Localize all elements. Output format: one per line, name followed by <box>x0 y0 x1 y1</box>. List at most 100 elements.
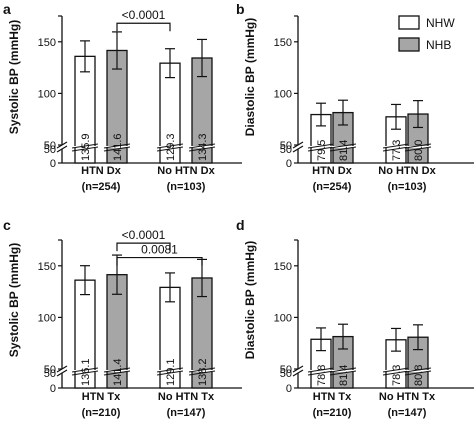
y-tick-label: 100 <box>274 312 292 324</box>
data-label: 129.1 <box>165 358 177 386</box>
bar-break-mark <box>404 370 432 376</box>
y-tick-label: 0 <box>286 158 292 170</box>
panel-c: c Systolic BP (mmHg) 0 50 100 150 50 136.1 141.4… <box>3 217 242 419</box>
bar-break-mark <box>404 367 432 373</box>
y-axis-title: Diastolic BP (mmHg) <box>243 241 257 359</box>
bar-break-mark <box>329 370 357 376</box>
bar-break-gap <box>74 146 96 148</box>
x-category-n: (n=147) <box>388 407 427 419</box>
p-value-label: 0.0081 <box>141 243 178 257</box>
bar-break-gap <box>106 370 128 372</box>
bar-break-mark <box>382 367 410 373</box>
y-tick-label: 150 <box>38 37 56 49</box>
bar-break-gap <box>385 146 407 148</box>
y-tick-label: 150 <box>274 261 292 273</box>
bar-break-mark <box>156 367 184 373</box>
panel-letter: b <box>236 1 245 17</box>
x-category-label: HTN Tx <box>82 391 121 403</box>
bar-break-mark <box>156 146 184 152</box>
bar-break-mark <box>71 370 99 376</box>
x-category-n: (n=254) <box>82 181 121 193</box>
bar-break-gap <box>159 370 181 372</box>
x-category-n: (n=210) <box>313 407 352 419</box>
bar-break-mark <box>307 143 335 149</box>
y-tick-label: 100 <box>38 88 56 100</box>
panel-letter: d <box>236 217 245 233</box>
p-value-label: <0.0001 <box>122 228 166 242</box>
bar-break-mark <box>329 143 357 149</box>
data-label: 81.4 <box>338 140 350 161</box>
axis-break-mark <box>292 145 304 153</box>
axis-break-mark <box>56 145 68 153</box>
bar-break-mark <box>156 370 184 376</box>
bar-break-mark <box>103 146 131 152</box>
bar-break-mark <box>71 143 99 149</box>
x-category-label: HTN Tx <box>313 391 352 403</box>
bar-break-mark <box>329 367 357 373</box>
data-label: 134.3 <box>197 133 209 161</box>
data-label: 80.0 <box>413 140 425 161</box>
data-label: 81.4 <box>338 365 350 386</box>
bar-break-mark <box>382 370 410 376</box>
y-axis-title: Systolic BP (mmHg) <box>7 20 21 134</box>
y-tick-label: 50 <box>280 368 292 380</box>
bar-break-gap <box>332 146 354 148</box>
data-label: 141.4 <box>112 358 124 386</box>
p-value-label: <0.0001 <box>122 8 166 22</box>
bar-break-mark <box>382 146 410 152</box>
bar-break-mark <box>188 146 216 152</box>
x-category-label: HTN Dx <box>81 165 122 177</box>
y-tick-label: 50 <box>44 140 56 152</box>
bar-break-gap <box>385 370 407 372</box>
legend-label: NHB <box>426 38 451 52</box>
y-tick-label: 0 <box>286 383 292 395</box>
data-label: 135.9 <box>80 133 92 161</box>
bar-break-mark <box>404 146 432 152</box>
data-label: 78.3 <box>391 365 403 386</box>
legend-swatch <box>398 37 420 52</box>
panel-letter: c <box>3 217 11 233</box>
bar-break-mark <box>307 370 335 376</box>
axis-break-mark <box>56 369 68 377</box>
bar-break-mark <box>307 367 335 373</box>
data-label: 136.1 <box>80 358 92 386</box>
y-tick-label: 0 <box>50 383 56 395</box>
bar-break-mark <box>188 370 216 376</box>
x-category-n: (n=254) <box>313 181 352 193</box>
y-axis-title: Diastolic BP (mmHg) <box>243 18 257 136</box>
bar-break-gap <box>106 146 128 148</box>
data-label: 129.3 <box>165 133 177 161</box>
bar-break-mark <box>382 143 410 149</box>
panel-a: a Systolic BP (mmHg) 0 50 100 150 50 135.9 141.6… <box>3 1 242 193</box>
x-category-label: No HTN Tx <box>158 391 215 403</box>
x-category-n: (n=103) <box>388 181 427 193</box>
x-category-label: No HTN Dx <box>378 165 436 177</box>
y-tick-label: 50 <box>280 364 292 376</box>
bar-break-gap <box>332 370 354 372</box>
data-label: 138.2 <box>197 358 209 386</box>
x-category-n: (n=210) <box>82 407 121 419</box>
panel-d: d Diastolic BP (mmHg) 0 50 100 150 50 78.8 81.4 7… <box>236 217 474 419</box>
data-label: 79.5 <box>316 140 328 161</box>
x-category-n: (n=103) <box>167 181 206 193</box>
bar-break-gap <box>74 370 96 372</box>
data-label: 77.3 <box>391 140 403 161</box>
data-label: 80.8 <box>413 365 425 386</box>
data-label: 78.8 <box>316 365 328 386</box>
x-category-n: (n=147) <box>167 407 206 419</box>
y-tick-label: 100 <box>38 312 56 324</box>
bar-break-mark <box>103 367 131 373</box>
y-tick-label: 50 <box>44 144 56 156</box>
y-tick-label: 100 <box>274 88 292 100</box>
significance-bracket <box>116 242 171 252</box>
bar-break-gap <box>310 370 332 372</box>
data-label: 141.6 <box>112 133 124 161</box>
y-tick-label: 150 <box>38 261 56 273</box>
significance-bracket <box>116 256 203 266</box>
bar-break-gap <box>407 370 429 372</box>
bar-break-gap <box>310 146 332 148</box>
significance-bracket <box>116 22 171 32</box>
bar-break-mark <box>71 146 99 152</box>
legend-swatch <box>398 15 420 30</box>
